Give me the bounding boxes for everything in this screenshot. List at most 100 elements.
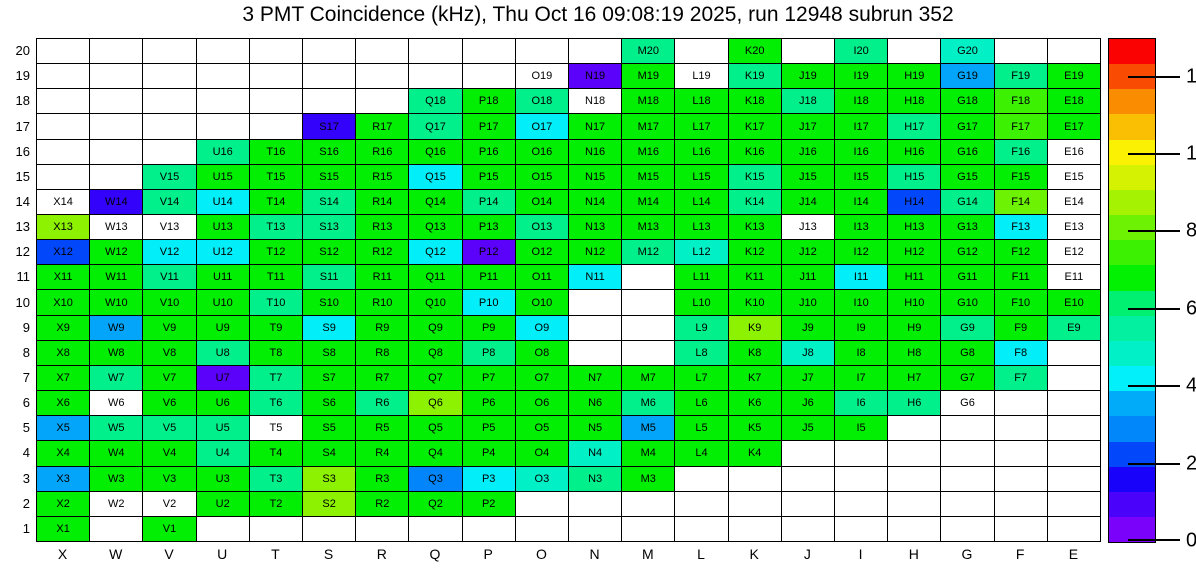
grid-cell: G10 xyxy=(940,289,994,315)
colorbar-band xyxy=(1109,290,1155,316)
grid-cell: J15 xyxy=(780,163,834,189)
grid-cell: M13 xyxy=(621,214,675,240)
cell-label: R15 xyxy=(372,170,393,183)
cell-label: G18 xyxy=(957,95,978,108)
grid-cell: G6 xyxy=(940,390,994,416)
grid-cell: U15 xyxy=(195,163,249,189)
grid-cell xyxy=(355,515,409,541)
grid-cell: K8 xyxy=(727,339,781,365)
grid-cell: R15 xyxy=(355,163,409,189)
cell-label: Q11 xyxy=(425,271,446,284)
x-tick-label: R xyxy=(376,546,387,562)
grid-cell: S12 xyxy=(302,239,356,265)
grid-cell: L12 xyxy=(674,239,728,265)
grid-cell: S8 xyxy=(302,339,356,365)
grid-cell: U3 xyxy=(195,465,249,491)
cell-label: J18 xyxy=(799,95,817,108)
y-tick-label: 5 xyxy=(22,420,30,436)
cell-label: G7 xyxy=(960,372,975,385)
grid-cell: G8 xyxy=(940,339,994,365)
cell-label: M13 xyxy=(637,221,659,234)
cell-label: K13 xyxy=(744,221,765,234)
cell-label: P13 xyxy=(478,221,499,234)
grid-cell xyxy=(621,490,675,516)
colorbar-band xyxy=(1109,391,1155,417)
grid-cell: N16 xyxy=(568,138,622,164)
y-axis-labels: 20 19 18 17 16 15 14 13 12 11 10 9 8 7 6 5 4 3 2 1 xyxy=(0,38,30,541)
cell-label: L4 xyxy=(695,447,708,460)
cell-label: P3 xyxy=(481,472,496,485)
cell-label: V4 xyxy=(162,447,177,460)
grid-cell: Q16 xyxy=(408,138,462,164)
cell-label: I7 xyxy=(856,372,866,385)
grid-cell: P6 xyxy=(461,390,515,416)
cell-label: H15 xyxy=(904,170,925,183)
cell-label: U14 xyxy=(212,195,233,208)
grid-cell: Q17 xyxy=(408,113,462,139)
grid-cell xyxy=(142,88,196,114)
grid-cell: M16 xyxy=(621,138,675,164)
cell-label: K18 xyxy=(744,95,765,108)
cell-label: Q9 xyxy=(428,321,443,334)
cell-label: H14 xyxy=(904,195,925,208)
grid-cell: G14 xyxy=(940,188,994,215)
cell-label: R14 xyxy=(372,195,393,208)
grid-cell: N18 xyxy=(568,88,622,114)
grid-cell xyxy=(302,38,356,64)
grid-cell xyxy=(142,63,196,89)
grid-cell xyxy=(568,314,622,340)
x-tick-label: U xyxy=(217,546,228,562)
grid-cell: P5 xyxy=(461,415,515,441)
cell-label: R4 xyxy=(375,447,390,460)
grid-cell: X4 xyxy=(36,440,90,466)
cell-label: I8 xyxy=(856,346,866,359)
grid-cell: Q5 xyxy=(408,415,462,441)
grid-cell: M20 xyxy=(621,38,675,64)
cell-label: E9 xyxy=(1067,321,1081,334)
cell-label: Q2 xyxy=(428,497,443,510)
cell-label: H19 xyxy=(904,70,925,83)
cell-label: I12 xyxy=(853,246,869,259)
grid-cell: X7 xyxy=(36,364,90,391)
cell-label: K15 xyxy=(744,170,765,183)
grid-cell: J5 xyxy=(780,415,834,441)
cell-label: X9 xyxy=(56,321,70,334)
grid-cell: K20 xyxy=(727,38,781,64)
cell-label: S8 xyxy=(322,346,336,359)
grid-cell xyxy=(248,113,302,139)
cell-label: I9 xyxy=(856,321,866,334)
cell-label: Q17 xyxy=(425,120,446,133)
cell-label: O13 xyxy=(531,221,553,234)
cell-label: G11 xyxy=(957,271,978,284)
grid-cell: J10 xyxy=(780,289,834,315)
grid-cell: O8 xyxy=(514,339,568,365)
grid-cell xyxy=(1046,490,1100,516)
grid-cell: N13 xyxy=(568,214,622,240)
cell-label: L5 xyxy=(695,422,708,435)
cell-label: J17 xyxy=(799,120,817,133)
grid-cell: X9 xyxy=(36,314,90,340)
cell-label: X13 xyxy=(53,221,73,234)
cell-label: E19 xyxy=(1064,70,1084,83)
cell-label: N18 xyxy=(585,95,606,108)
cell-label: R12 xyxy=(372,246,393,259)
grid-cell: S16 xyxy=(302,138,356,164)
grid-cell: G18 xyxy=(940,88,994,114)
cell-label: G10 xyxy=(957,296,978,309)
grid-cell: F8 xyxy=(993,339,1047,365)
colorbar-tick-label: 12 xyxy=(1186,65,1196,88)
cell-label: P11 xyxy=(479,271,499,284)
cell-label: N6 xyxy=(588,397,603,410)
y-tick-label: 7 xyxy=(22,370,30,386)
grid-cell: U8 xyxy=(195,339,249,365)
grid-cell: T14 xyxy=(248,188,302,215)
cell-label: W4 xyxy=(108,447,125,460)
colorbar-band xyxy=(1109,441,1155,467)
grid-cell xyxy=(355,38,409,64)
grid-cell: X8 xyxy=(36,339,90,365)
cell-label: O17 xyxy=(531,120,553,133)
grid-cell: V6 xyxy=(142,390,196,416)
grid-cell xyxy=(568,490,622,516)
grid-cell: J8 xyxy=(780,339,834,365)
cell-label: V5 xyxy=(162,422,177,435)
